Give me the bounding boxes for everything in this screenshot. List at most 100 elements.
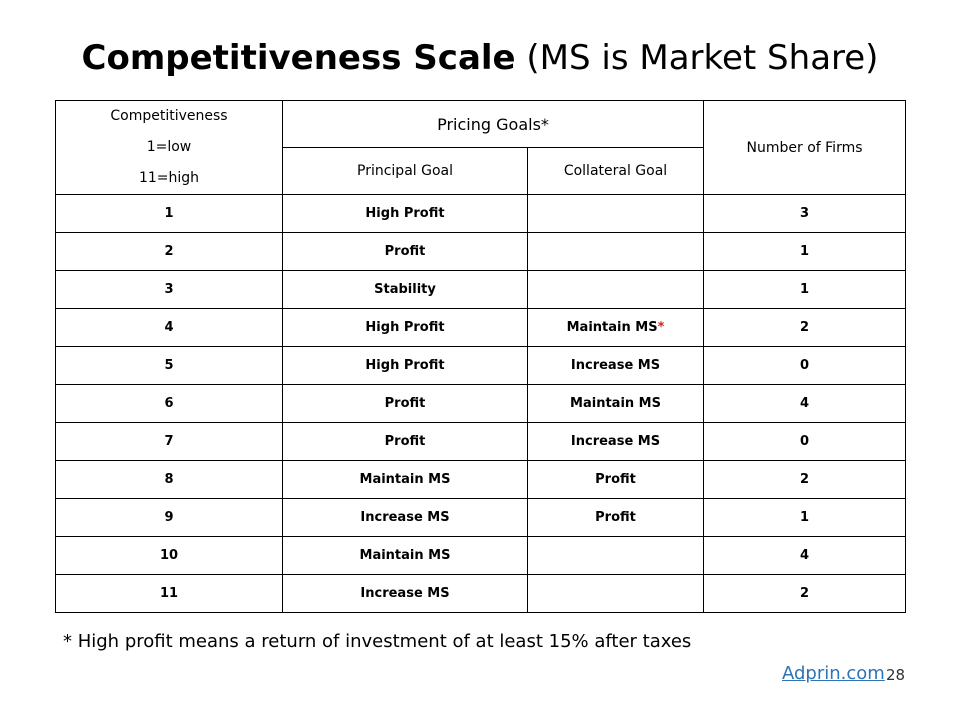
table-row: 1 High Profit 3: [55, 194, 907, 233]
cell-principal-goal: Increase MS: [282, 498, 528, 537]
cell-principal-goal-text: Profit: [384, 434, 426, 449]
cell-principal-goal-text: Increase MS: [360, 510, 450, 525]
cell-principal-goal: Profit: [282, 384, 528, 423]
table-row: 7 Profit Increase MS 0: [55, 422, 907, 461]
cell-number-of-firms-text: 1: [799, 510, 810, 525]
table-row: 3 Stability 1: [55, 270, 907, 309]
header-competitiveness-line: 1=low: [146, 139, 192, 155]
cell-competitiveness-text: 2: [164, 244, 174, 259]
asterisk-mark: *: [657, 320, 665, 335]
cell-principal-goal: High Profit: [282, 346, 528, 385]
cell-number-of-firms: 4: [703, 536, 907, 575]
cell-collateral-goal: Increase MS: [526, 422, 705, 461]
cell-number-of-firms-text: 2: [799, 320, 810, 335]
cell-collateral-goal: [526, 232, 705, 271]
table-row: 6 Profit Maintain MS 4: [55, 384, 907, 423]
cell-competitiveness: 9: [55, 498, 283, 537]
cell-competitiveness-text: 7: [164, 434, 174, 449]
table-row: 4 High Profit Maintain MS* 2: [55, 308, 907, 347]
cell-principal-goal: Profit: [282, 232, 528, 271]
source-link[interactable]: Adprin.com: [782, 663, 885, 684]
cell-number-of-firms: 0: [703, 346, 907, 385]
cell-collateral-goal: [526, 194, 705, 233]
cell-number-of-firms-text: 1: [799, 244, 810, 259]
cell-principal-goal-text: Increase MS: [360, 586, 450, 601]
competitiveness-table: Competitiveness 1=low 11=high Pricing Go…: [55, 100, 907, 613]
cell-number-of-firms: 2: [703, 574, 907, 613]
cell-collateral-goal-text: Profit: [595, 510, 636, 525]
cell-number-of-firms-text: 4: [799, 548, 810, 563]
cell-collateral-goal-text: Increase MS: [570, 434, 661, 449]
cell-collateral-goal: [526, 536, 705, 575]
cell-principal-goal: Increase MS: [282, 574, 528, 613]
cell-collateral-goal: Maintain MS: [526, 384, 705, 423]
cell-competitiveness-text: 6: [164, 396, 174, 411]
cell-collateral-goal-text: Profit: [595, 472, 636, 487]
table-row: 9 Increase MS Profit 1: [55, 498, 907, 537]
table-row: 2 Profit 1: [55, 232, 907, 271]
cell-number-of-firms: 2: [703, 308, 907, 347]
cell-competitiveness-text: 8: [164, 472, 174, 487]
cell-collateral-goal: Profit: [526, 460, 705, 499]
cell-principal-goal: High Profit: [282, 308, 528, 347]
cell-number-of-firms: 2: [703, 460, 907, 499]
cell-principal-goal-text: Profit: [384, 244, 426, 259]
cell-number-of-firms-text: 2: [799, 472, 810, 487]
cell-number-of-firms: 4: [703, 384, 907, 423]
cell-competitiveness-text: 1: [164, 206, 174, 221]
page-title: Competitiveness Scale (MS is Market Shar…: [0, 36, 960, 80]
cell-number-of-firms-text: 0: [799, 358, 810, 373]
cell-principal-goal: Maintain MS: [282, 536, 528, 575]
cell-principal-goal-text: Stability: [374, 282, 436, 297]
cell-principal-goal-text: Profit: [384, 396, 426, 411]
header-competitiveness: Competitiveness 1=low 11=high: [55, 100, 283, 195]
cell-competitiveness: 11: [55, 574, 283, 613]
cell-number-of-firms: 1: [703, 498, 907, 537]
table-row: 10 Maintain MS 4: [55, 536, 907, 575]
cell-principal-goal: Stability: [282, 270, 528, 309]
cell-competitiveness-text: 4: [164, 320, 174, 335]
cell-principal-goal-text: Maintain MS: [359, 472, 451, 487]
table-row: 11 Increase MS 2: [55, 574, 907, 613]
cell-number-of-firms: 0: [703, 422, 907, 461]
cell-competitiveness-text: 11: [159, 586, 179, 601]
cell-collateral-goal: Maintain MS*: [526, 308, 705, 347]
cell-collateral-goal-text: Maintain MS: [570, 396, 661, 411]
cell-competitiveness: 8: [55, 460, 283, 499]
cell-number-of-firms-text: 2: [799, 586, 810, 601]
header-principal-goal: Principal Goal: [282, 147, 528, 195]
table-row: 8 Maintain MS Profit 2: [55, 460, 907, 499]
cell-collateral-goal-text: Increase MS: [570, 358, 661, 373]
header-pricing-goals: Pricing Goals*: [281, 100, 705, 148]
cell-number-of-firms-text: 1: [799, 282, 810, 297]
cell-number-of-firms-text: 0: [799, 434, 810, 449]
cell-principal-goal: High Profit: [282, 194, 528, 233]
cell-number-of-firms-text: 3: [799, 206, 810, 221]
page-number: 28: [886, 666, 906, 684]
cell-collateral-goal: Profit: [526, 498, 705, 537]
cell-competitiveness: 1: [55, 194, 283, 233]
cell-competitiveness-text: 5: [164, 358, 174, 373]
header-row: Competitiveness 1=low 11=high Pricing Go…: [55, 100, 907, 195]
cell-principal-goal: Profit: [282, 422, 528, 461]
cell-principal-goal-text: Maintain MS: [359, 548, 451, 563]
cell-competitiveness: 10: [55, 536, 283, 575]
header-number-of-firms: Number of Firms: [703, 100, 907, 195]
cell-principal-goal-text: High Profit: [365, 206, 445, 221]
cell-competitiveness: 4: [55, 308, 283, 347]
cell-competitiveness-text: 3: [164, 282, 174, 297]
cell-competitiveness-text: 9: [164, 510, 174, 525]
cell-principal-goal: Maintain MS: [282, 460, 528, 499]
cell-principal-goal-text: High Profit: [365, 320, 445, 335]
cell-number-of-firms: 1: [703, 232, 907, 271]
cell-number-of-firms: 1: [703, 270, 907, 309]
header-competitiveness-line: 11=high: [138, 170, 200, 186]
cell-collateral-goal-text: Maintain MS: [566, 320, 658, 335]
title-rest: (MS is Market Share): [515, 38, 879, 78]
cell-number-of-firms: 3: [703, 194, 907, 233]
cell-competitiveness-text: 10: [159, 548, 179, 563]
cell-competitiveness: 6: [55, 384, 283, 423]
cell-competitiveness: 7: [55, 422, 283, 461]
table-body: 1 High Profit 3 2 Profit 1 3 Stability 1 4 High Pr…: [55, 194, 907, 613]
cell-number-of-firms-text: 4: [799, 396, 810, 411]
